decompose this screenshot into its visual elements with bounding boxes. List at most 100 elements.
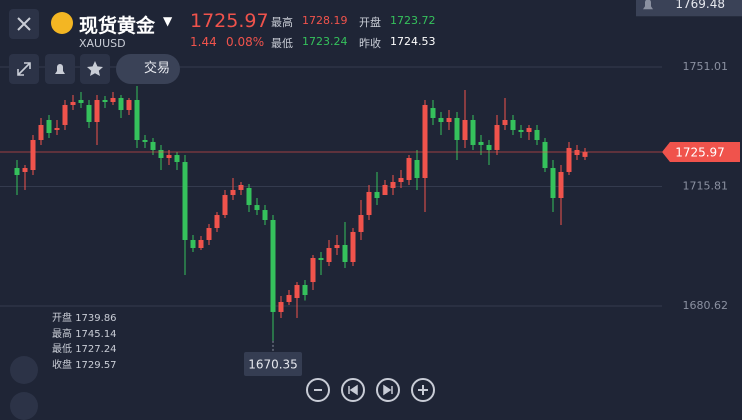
candle-body	[366, 191, 372, 216]
candle-body	[526, 128, 532, 132]
candle-body	[422, 104, 428, 178]
candle-body	[230, 189, 236, 196]
open-value: 1723.72	[390, 14, 436, 27]
candle-body	[262, 210, 268, 221]
trade-button[interactable]: 交易	[116, 54, 180, 84]
candle-body	[294, 284, 300, 298]
candle-body	[550, 168, 556, 198]
candle-body	[118, 97, 124, 111]
candle-body	[102, 100, 108, 103]
candle-body	[270, 220, 276, 312]
candle-body	[310, 257, 316, 283]
candle-body	[206, 228, 212, 241]
zoom-out-button[interactable]	[306, 378, 330, 402]
change-pct: 0.08%	[226, 35, 265, 49]
last-price: 1725.97	[190, 10, 269, 32]
candle-body	[46, 120, 52, 134]
dropdown-arrow[interactable]: ▼	[163, 14, 173, 28]
candle-body	[302, 284, 308, 296]
ohlc-value: 1745.14	[75, 328, 117, 340]
top-price-box	[636, 0, 742, 17]
low-value: 1723.24	[302, 35, 348, 48]
candle-body	[398, 177, 404, 183]
candle-body	[286, 295, 292, 303]
symbol-title[interactable]: 现货黄金	[79, 15, 156, 37]
candle-body	[534, 129, 540, 141]
candle-body	[110, 97, 116, 103]
candle-body	[462, 120, 468, 141]
current-price-label: 1725.97	[675, 146, 725, 160]
scroll-start-button[interactable]	[341, 378, 365, 402]
prev-close-label: 昨收	[359, 37, 381, 50]
ohlc-value: 1739.86	[75, 313, 117, 324]
low-marker-label: 1670.35	[248, 358, 298, 372]
candle-body	[406, 157, 412, 181]
candle-body	[158, 149, 164, 158]
low-label: 最低	[271, 37, 293, 50]
candle-body	[94, 100, 100, 123]
candle-body	[414, 160, 420, 178]
y-tick-label: 1680.62	[683, 299, 729, 312]
ohlc-label: 最高	[52, 328, 72, 340]
candle-body	[30, 140, 36, 171]
scroll-end-button[interactable]	[376, 378, 400, 402]
candle-body	[350, 231, 356, 263]
candle-body	[494, 124, 500, 150]
low-marker-box	[244, 352, 302, 376]
candle-body	[318, 257, 324, 261]
y-tick-label: 1715.81	[683, 180, 729, 193]
candle-body	[62, 104, 68, 125]
candle-body	[446, 117, 452, 123]
candle-body	[510, 120, 516, 130]
candle-body	[134, 100, 140, 141]
ohlc-row: 最高 1745.14	[52, 327, 117, 343]
top-price-icon	[643, 0, 653, 10]
candle-body	[70, 102, 76, 105]
fullscreen-button[interactable]	[9, 54, 39, 84]
candle-body	[342, 244, 348, 263]
candle-body	[214, 215, 220, 229]
candle-body	[174, 155, 180, 163]
high-value: 1728.19	[302, 14, 348, 27]
candle-body	[542, 141, 548, 169]
symbol-code: XAUUSD	[79, 37, 126, 50]
open-label: 开盘	[359, 16, 381, 29]
candlestick-chart: 1680.62 1715.81 1751.01 1725.97 1670.35 1769.…	[0, 0, 742, 376]
zoom-in-button[interactable]	[411, 378, 435, 402]
indicator-button[interactable]	[10, 356, 38, 384]
candle-body	[238, 184, 244, 190]
high-label: 最高	[271, 16, 293, 29]
candle-body	[142, 140, 148, 142]
candle-body	[222, 195, 228, 216]
candle-body	[54, 128, 60, 130]
alert-button[interactable]	[45, 54, 75, 84]
candle-body	[78, 100, 84, 103]
ohlc-value: 1729.57	[75, 359, 117, 371]
candle-body	[502, 120, 508, 125]
current-price-tag	[662, 142, 740, 163]
draw-button[interactable]	[10, 392, 38, 420]
ohlc-info: 开盘 1739.86 最高 1745.14 最低 1727.24 收盘 1729…	[52, 311, 117, 373]
ohlc-value: 1727.24	[75, 344, 117, 355]
candle-body	[326, 248, 332, 263]
candle-body	[358, 215, 364, 232]
candle-body	[150, 141, 156, 150]
candle-body	[518, 129, 524, 132]
candle-body	[182, 162, 188, 241]
candle-body	[390, 182, 396, 188]
close-button[interactable]	[9, 9, 39, 39]
candle-body	[374, 191, 380, 198]
candle-body	[14, 168, 20, 176]
favorite-button[interactable]	[80, 54, 110, 84]
candle-body	[278, 302, 284, 312]
candle-body	[198, 240, 204, 249]
candle-body	[478, 141, 484, 145]
candle-body	[246, 187, 252, 206]
ohlc-label: 最低	[52, 344, 72, 355]
candle-body	[574, 149, 580, 156]
ohlc-row: 最低 1727.24	[52, 342, 117, 358]
candle-body	[190, 240, 196, 249]
candle-body	[454, 117, 460, 141]
prev-close-value: 1724.53	[390, 35, 436, 48]
